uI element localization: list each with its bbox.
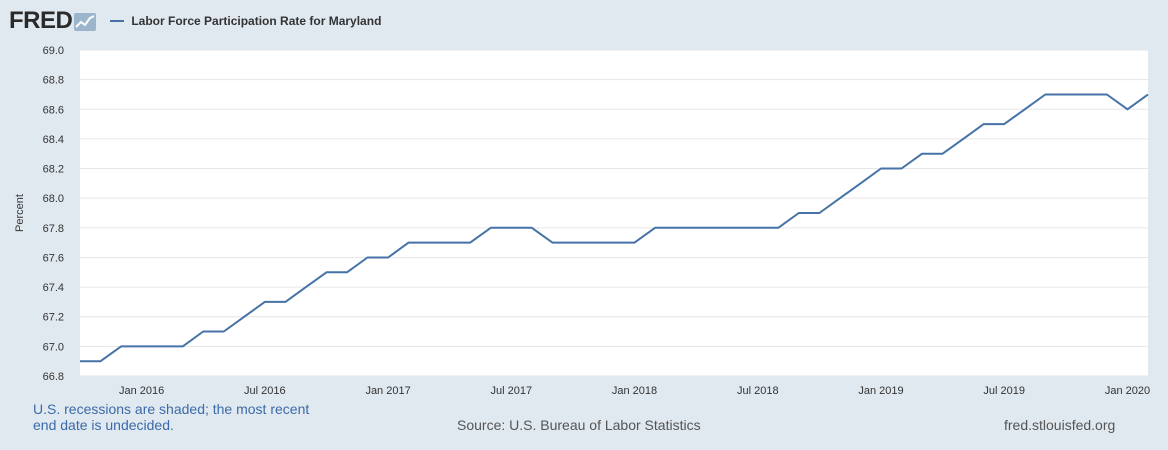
fred-logo-graph-icon	[74, 13, 97, 31]
data-point[interactable]	[1104, 92, 1110, 98]
data-point[interactable]	[426, 240, 432, 246]
data-point[interactable]	[611, 240, 617, 246]
data-point[interactable]	[981, 121, 987, 127]
y-tick-label: 68.0	[43, 193, 64, 205]
data-point[interactable]	[406, 240, 412, 246]
fred-logo[interactable]: FRED	[9, 7, 97, 35]
data-point[interactable]	[734, 225, 740, 231]
data-point[interactable]	[77, 358, 83, 364]
legend-swatch	[110, 20, 125, 22]
y-tick-label: 68.2	[43, 164, 64, 176]
x-tick-label: Jul 2017	[491, 385, 533, 397]
data-point[interactable]	[775, 225, 781, 231]
y-tick-label: 67.6	[43, 252, 64, 264]
grid-lines	[80, 49, 1148, 377]
data-point[interactable]	[262, 299, 268, 305]
y-tick-label: 69.0	[43, 45, 64, 57]
data-point[interactable]	[878, 166, 884, 172]
data-point[interactable]	[714, 225, 720, 231]
data-point[interactable]	[467, 240, 473, 246]
series-group	[77, 92, 1151, 364]
data-point[interactable]	[139, 343, 145, 349]
x-axis-ticks: Jan 2016 Jul 2016 Jan 2017 Jul 2017 Jan 2018…	[119, 385, 1150, 397]
y-tick-label: 67.0	[43, 341, 64, 353]
fred-logo-text: FRED	[9, 7, 73, 34]
y-tick-label: 68.4	[43, 134, 64, 146]
data-point[interactable]	[118, 343, 124, 349]
data-point[interactable]	[858, 180, 864, 186]
chart-legend: Labor Force Participation Rate for Maryl…	[110, 14, 381, 28]
data-point[interactable]	[1001, 121, 1007, 127]
y-tick-label: 66.8	[43, 371, 64, 383]
data-point[interactable]	[1145, 92, 1151, 98]
data-point[interactable]	[365, 255, 371, 261]
y-tick-label: 68.6	[43, 104, 64, 116]
data-point[interactable]	[755, 225, 761, 231]
data-point[interactable]	[1022, 106, 1028, 112]
data-point[interactable]	[385, 255, 391, 261]
y-tick-label: 67.8	[43, 223, 64, 235]
recession-note: U.S. recessions are shaded; the most rec…	[33, 401, 310, 433]
x-tick-label: Jul 2019	[983, 385, 1025, 397]
legend-label: Labor Force Participation Rate for Maryl…	[131, 14, 382, 28]
data-point[interactable]	[282, 299, 288, 305]
y-tick-label: 68.8	[43, 75, 64, 87]
data-point[interactable]	[632, 240, 638, 246]
x-tick-label: Jan 2019	[858, 385, 903, 397]
data-point[interactable]	[180, 343, 186, 349]
line-chart: 66.8 67.0 67.2 67.4 67.6 67.8 68.0 68.2 68.4 68.6…	[14, 45, 1151, 397]
data-point[interactable]	[529, 225, 535, 231]
data-point[interactable]	[816, 210, 822, 216]
data-point[interactable]	[303, 284, 309, 290]
x-tick-label: Jan 2017	[365, 385, 410, 397]
data-point[interactable]	[796, 210, 802, 216]
data-point[interactable]	[1083, 92, 1089, 98]
data-point[interactable]	[960, 136, 966, 142]
data-point[interactable]	[324, 269, 330, 275]
data-point[interactable]	[693, 225, 699, 231]
data-point[interactable]	[488, 225, 494, 231]
data-point[interactable]	[919, 151, 925, 157]
data-point[interactable]	[899, 166, 905, 172]
data-point[interactable]	[221, 329, 227, 335]
series-line[interactable]	[80, 93, 1149, 363]
data-point[interactable]	[591, 240, 597, 246]
x-tick-label: Jul 2018	[737, 385, 779, 397]
y-tick-label: 67.4	[43, 282, 64, 294]
y-tick-label: 67.2	[43, 312, 64, 324]
data-point[interactable]	[241, 314, 247, 320]
chart-header: FRED Labor Force Participation Rate for …	[9, 6, 381, 36]
data-point[interactable]	[508, 225, 514, 231]
x-tick-label: Jan 2018	[612, 385, 657, 397]
x-tick-label: Jan 2020	[1105, 385, 1150, 397]
source-text: Source: U.S. Bureau of Labor Statistics	[457, 417, 701, 433]
data-point[interactable]	[837, 195, 843, 201]
data-point[interactable]	[200, 329, 206, 335]
data-point[interactable]	[673, 225, 679, 231]
data-point[interactable]	[447, 240, 453, 246]
data-point[interactable]	[1063, 92, 1069, 98]
data-point[interactable]	[159, 343, 165, 349]
data-point[interactable]	[1042, 92, 1048, 98]
x-tick-label: Jul 2016	[244, 385, 286, 397]
plot-area	[80, 50, 1148, 376]
data-point[interactable]	[940, 151, 946, 157]
data-point[interactable]	[549, 240, 555, 246]
data-point[interactable]	[344, 269, 350, 275]
data-point[interactable]	[98, 358, 104, 364]
y-axis-title: Percent	[14, 194, 26, 232]
y-axis-ticks: 66.8 67.0 67.2 67.4 67.6 67.8 68.0 68.2 68.4 68.6…	[43, 45, 64, 383]
data-point[interactable]	[570, 240, 576, 246]
data-point[interactable]	[1125, 106, 1131, 112]
data-point[interactable]	[652, 225, 658, 231]
x-tick-label: Jan 2016	[119, 385, 164, 397]
fred-url-link[interactable]: fred.stlouisfed.org	[1004, 417, 1116, 433]
